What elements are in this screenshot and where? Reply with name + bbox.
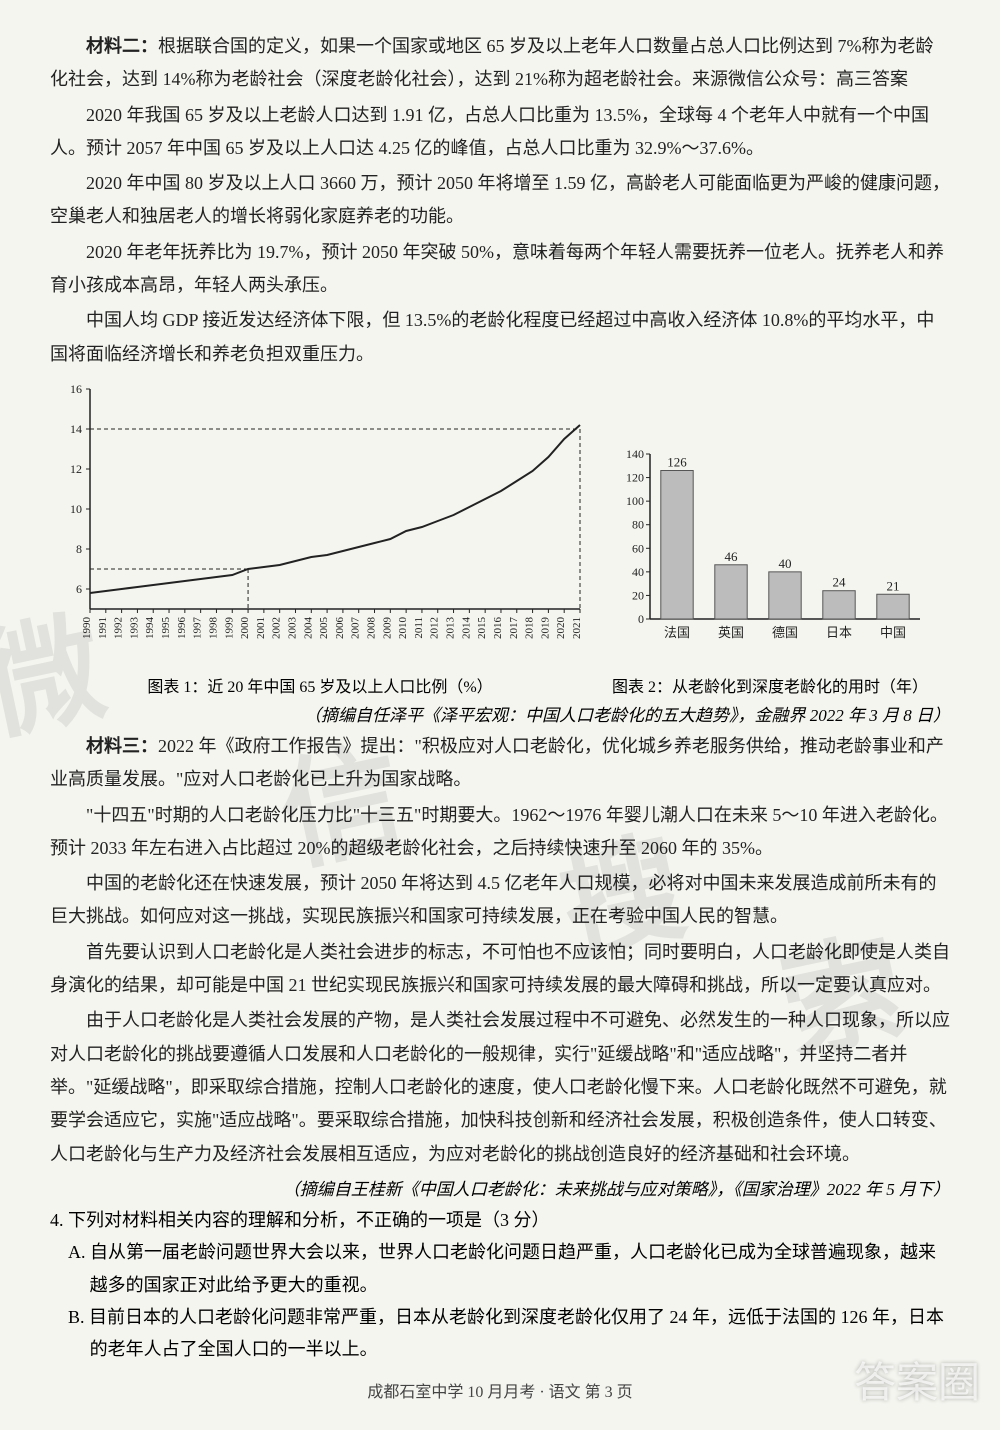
material2-p4: 2020 年老年抚养比为 19.7%，预计 2050 年突破 50%，意味着每两…	[50, 236, 950, 303]
svg-text:2007: 2007	[350, 616, 362, 639]
material3-p3: 中国的老龄化还在快速发展，预计 2050 年将达到 4.5 亿老年人口规模，必将…	[50, 867, 950, 934]
svg-text:46: 46	[725, 549, 739, 564]
svg-text:2015: 2015	[476, 616, 488, 639]
material3-p4: 首先要认识到人口老龄化是人类社会进步的标志，不可怕也不应该怕；同时要明白，人口老…	[50, 936, 950, 1003]
bar-chart-box: 0 20 40 60 80 100 120 140 126 法国 46 英国 40 德国 24 日本 21 中国	[610, 379, 930, 669]
svg-text:2016: 2016	[492, 616, 504, 639]
svg-text:20: 20	[632, 588, 644, 602]
material2-p5: 中国人均 GDP 接近发达经济体下限，但 13.5%的老龄化程度已经超过中高收入…	[50, 304, 950, 371]
svg-text:24: 24	[833, 575, 847, 590]
svg-text:1991: 1991	[97, 617, 109, 639]
svg-text:2017: 2017	[508, 616, 520, 639]
material3-p2: "十四五"时期的人口老龄化压力比"十三五"时期要大。1962～1976 年婴儿潮…	[50, 799, 950, 866]
watermark-2: 信	[263, 699, 417, 894]
svg-text:1994: 1994	[144, 616, 156, 639]
svg-text:14: 14	[70, 422, 82, 436]
svg-text:60: 60	[632, 541, 644, 555]
svg-text:1999: 1999	[223, 616, 235, 639]
svg-text:2019: 2019	[539, 616, 551, 639]
svg-text:80: 80	[632, 518, 644, 532]
svg-text:2012: 2012	[429, 617, 441, 639]
svg-text:法国: 法国	[664, 625, 690, 640]
svg-text:100: 100	[626, 494, 644, 508]
svg-text:40: 40	[779, 556, 792, 571]
svg-text:2002: 2002	[271, 617, 283, 639]
svg-text:126: 126	[667, 454, 687, 469]
svg-text:1998: 1998	[207, 616, 219, 639]
question-stem: 4. 下列对材料相关内容的理解和分析，不正确的一项是（3 分）	[50, 1204, 950, 1236]
svg-text:16: 16	[70, 382, 82, 396]
svg-text:2009: 2009	[381, 616, 393, 639]
svg-text:2003: 2003	[286, 616, 298, 639]
material2-p1: 材料二：根据联合国的定义，如果一个国家或地区 65 岁及以上老年人口数量占总人口…	[50, 30, 950, 97]
svg-text:2013: 2013	[445, 616, 457, 639]
line-chart-caption: 图表 1：近 20 年中国 65 岁及以上人口比例（%）	[50, 673, 590, 697]
material2-label: 材料二：	[86, 36, 158, 56]
svg-text:1997: 1997	[192, 616, 204, 639]
svg-text:0: 0	[638, 612, 644, 626]
svg-text:1990: 1990	[81, 616, 93, 639]
svg-text:英国: 英国	[718, 625, 744, 640]
caption-row: 图表 1：近 20 年中国 65 岁及以上人口比例（%） 图表 2：从老龄化到深…	[50, 673, 950, 697]
svg-text:1993: 1993	[128, 616, 140, 639]
svg-text:中国: 中国	[880, 625, 906, 640]
option-b: B. 目前日本的人口老龄化问题非常严重，日本从老龄化到深度老龄化仅用了 24 年…	[50, 1301, 950, 1366]
svg-text:2000: 2000	[239, 616, 251, 639]
material3-label: 材料三：	[86, 736, 158, 756]
svg-text:8: 8	[76, 542, 82, 556]
svg-text:10: 10	[70, 502, 82, 516]
svg-text:德国: 德国	[772, 625, 798, 640]
svg-text:2011: 2011	[413, 617, 425, 639]
svg-text:21: 21	[887, 578, 900, 593]
source2: （摘编自王桂新《中国人口老龄化：未来挑战与应对策略》，《国家治理》2022 年 …	[50, 1175, 950, 1200]
corner-watermark: 答案圈	[854, 1349, 980, 1410]
svg-text:2005: 2005	[318, 616, 330, 639]
bar-chart: 0 20 40 60 80 100 120 140 126 法国 46 英国 40 德国 24 日本 21 中国	[610, 439, 930, 649]
svg-text:1995: 1995	[160, 616, 172, 639]
svg-text:140: 140	[626, 447, 644, 461]
svg-text:120: 120	[626, 471, 644, 485]
line-chart-box: 6 8 10 12 14 16 1990 1991 19921993 1994 1995 1996 19…	[50, 379, 590, 669]
source1: （摘编自任泽平《泽平宏观：中国人口老龄化的五大趋势》，金融界 2022 年 3 …	[50, 701, 950, 726]
material3-p1: 材料三：2022 年《政府工作报告》提出："积极应对人口老龄化，优化城乡养老服务…	[50, 730, 950, 797]
svg-text:2014: 2014	[460, 616, 472, 639]
svg-text:40: 40	[632, 565, 644, 579]
svg-text:1992: 1992	[113, 617, 125, 639]
bar-chart-caption: 图表 2：从老龄化到深度老龄化的用时（年）	[610, 673, 930, 697]
svg-text:1996: 1996	[176, 616, 188, 639]
svg-text:12: 12	[70, 462, 82, 476]
svg-text:2008: 2008	[366, 616, 378, 639]
material2-p3: 2020 年中国 80 岁及以上人口 3660 万，预计 2050 年将增至 1…	[50, 167, 950, 234]
svg-text:日本: 日本	[826, 625, 852, 640]
svg-text:2020: 2020	[555, 616, 567, 639]
option-a: A. 自从第一届老龄问题世界大会以来，世界人口老龄化问题日趋严重，人口老龄化已成…	[50, 1236, 950, 1301]
charts-row: 6 8 10 12 14 16 1990 1991 19921993 1994 1995 1996 19…	[50, 379, 950, 669]
svg-text:2001: 2001	[255, 617, 267, 639]
svg-text:2006: 2006	[334, 616, 346, 639]
svg-text:6: 6	[76, 582, 82, 596]
svg-text:2004: 2004	[302, 616, 314, 639]
page-footer: 成都石室中学 10 月月考 · 语文 第 3 页	[50, 1378, 950, 1402]
material3-p5: 由于人口老龄化是人类社会发展的产物，是人类社会发展过程中不可避免、必然发生的一种…	[50, 1004, 950, 1170]
svg-text:2021: 2021	[571, 617, 583, 639]
line-chart: 6 8 10 12 14 16 1990 1991 19921993 1994 1995 1996 19…	[50, 379, 590, 664]
svg-text:2010: 2010	[397, 616, 409, 639]
svg-text:2018: 2018	[524, 616, 536, 639]
material2-p2: 2020 年我国 65 岁及以上老龄人口达到 1.91 亿，占总人口比重为 13…	[50, 99, 950, 166]
